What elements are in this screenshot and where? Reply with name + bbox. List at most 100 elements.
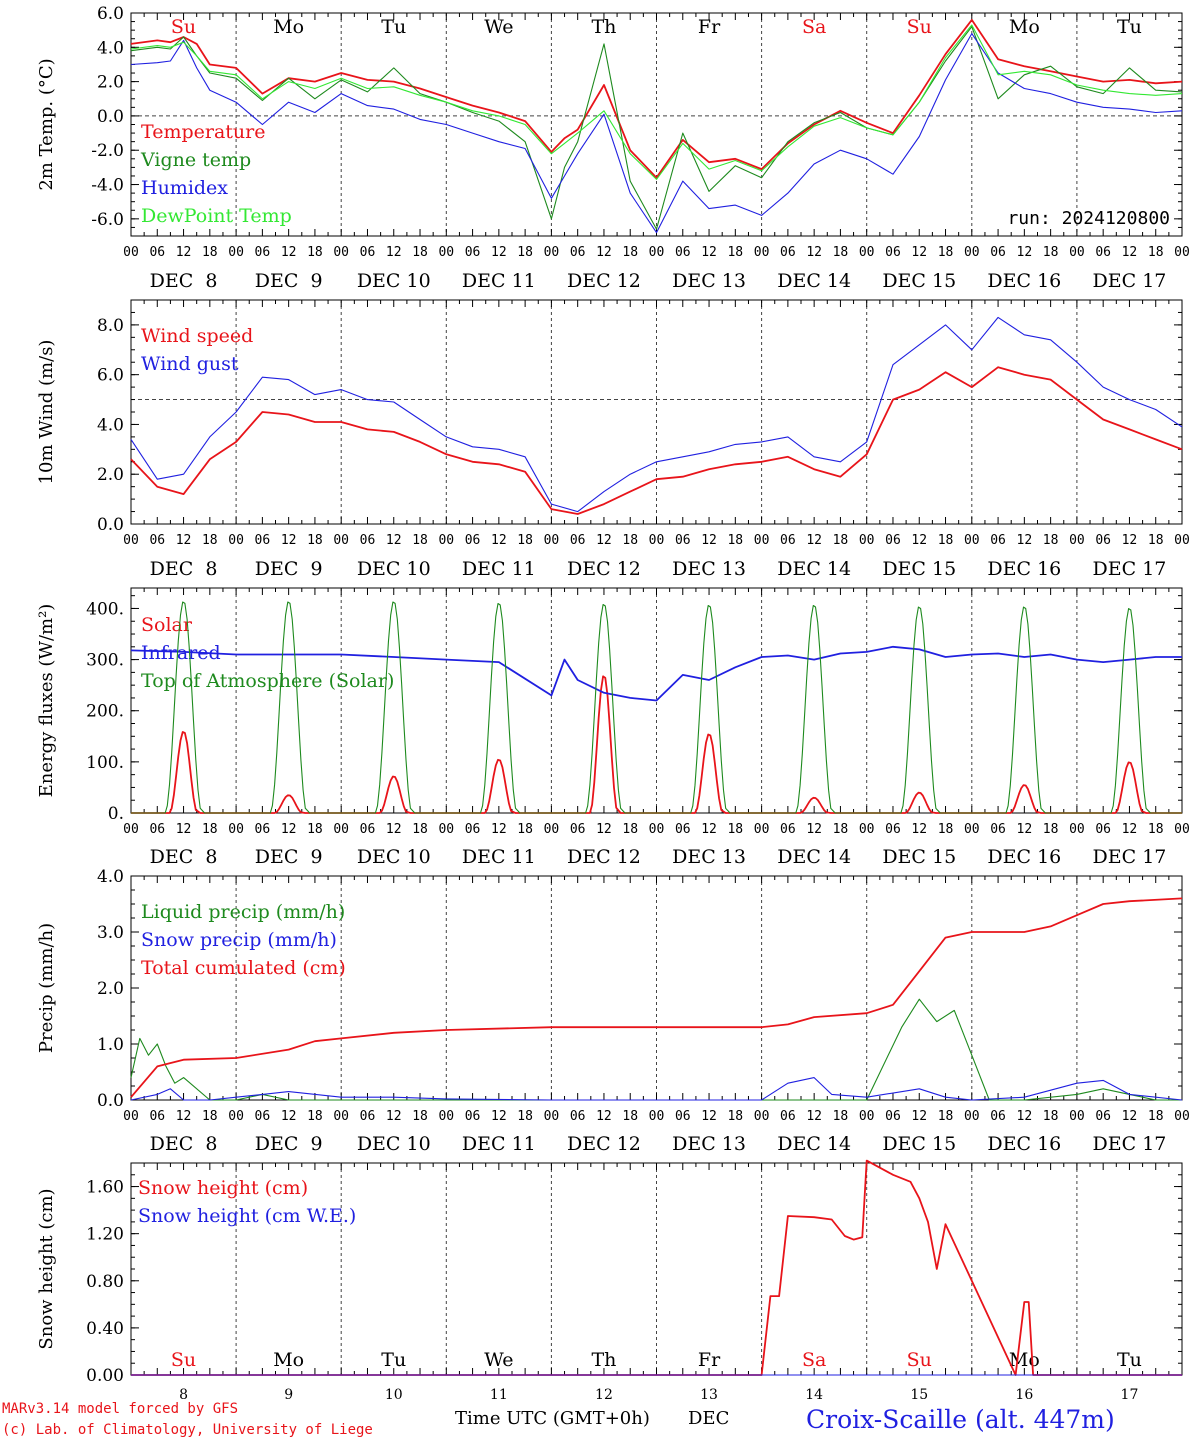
- y-axis-label: Snow height (cm): [36, 1188, 57, 1349]
- day-number-label: 10: [385, 1387, 403, 1403]
- weekday-label: Mo: [273, 16, 304, 38]
- y-tick-label: 0.: [108, 804, 124, 824]
- hour-tick-label: 00: [544, 1109, 560, 1124]
- date-label: DEC 15: [882, 270, 956, 292]
- hour-tick-label: 12: [1017, 1109, 1033, 1124]
- weekday-label: Th: [591, 16, 616, 38]
- hour-tick-label: 06: [465, 245, 481, 260]
- hour-tick-label: 12: [911, 245, 927, 260]
- hour-tick-label: 18: [202, 822, 218, 837]
- hour-tick-label: 18: [1148, 822, 1164, 837]
- hour-tick-label: 18: [727, 822, 743, 837]
- date-label: DEC 16: [987, 558, 1061, 580]
- date-label: DEC 11: [462, 1133, 536, 1155]
- hour-tick-label: 00: [754, 533, 770, 548]
- hour-tick-label: 06: [465, 822, 481, 837]
- hour-tick-label: 00: [1174, 533, 1190, 548]
- hour-tick-label: 06: [990, 822, 1006, 837]
- hour-tick-label: 12: [806, 822, 822, 837]
- hour-tick-label: 12: [806, 245, 822, 260]
- date-label: DEC 12: [567, 846, 641, 868]
- hour-tick-label: 00: [333, 822, 349, 837]
- hour-tick-label: 18: [833, 822, 849, 837]
- series-line-snow-height-cm-: [131, 1159, 1182, 1376]
- hour-tick-label: 12: [386, 245, 402, 260]
- y-tick-label: 4.0: [97, 867, 124, 887]
- hour-tick-label: 06: [255, 1109, 271, 1124]
- weekday-label: Fr: [698, 1349, 721, 1371]
- hour-tick-label: 18: [938, 245, 954, 260]
- hour-tick-label: 06: [1095, 822, 1111, 837]
- hour-tick-label: 18: [307, 533, 323, 548]
- weekday-label: Mo: [273, 1349, 304, 1371]
- legend-entry: Infrared: [141, 642, 221, 664]
- legend-entry: Snow precip (mm/h): [141, 929, 337, 951]
- hour-tick-label: 12: [806, 1109, 822, 1124]
- weekday-label: Su: [171, 1349, 196, 1371]
- date-label: DEC 16: [987, 846, 1061, 868]
- y-tick-label: 200.: [86, 702, 124, 722]
- hour-tick-label: 00: [228, 533, 244, 548]
- y-tick-label: 2.0: [97, 73, 124, 93]
- hour-tick-label: 18: [938, 533, 954, 548]
- hour-tick-label: 06: [675, 822, 691, 837]
- y-tick-label: -2.0: [91, 141, 124, 161]
- hour-tick-label: 12: [1122, 822, 1138, 837]
- hour-tick-label: 12: [491, 822, 507, 837]
- hour-tick-label: 12: [701, 533, 717, 548]
- hour-tick-label: 18: [307, 1109, 323, 1124]
- y-tick-label: 0.80: [86, 1272, 124, 1292]
- series-line-wind-gust: [130, 316, 1183, 513]
- date-label: DEC 17: [1093, 270, 1167, 292]
- hour-tick-label: 00: [123, 1109, 139, 1124]
- date-label: DEC 17: [1093, 1133, 1167, 1155]
- weekday-label: Su: [907, 1349, 932, 1371]
- hour-tick-label: 00: [228, 1109, 244, 1124]
- legend-entry: Snow height (cm): [138, 1177, 308, 1199]
- hour-tick-label: 00: [333, 245, 349, 260]
- hour-tick-label: 00: [438, 245, 454, 260]
- y-tick-label: 1.0: [97, 1035, 124, 1055]
- date-label: DEC 10: [357, 846, 431, 868]
- hour-tick-label: 18: [1148, 1109, 1164, 1124]
- series-line-wind-speed: [130, 366, 1183, 515]
- date-label: DEC 14: [777, 1133, 851, 1155]
- hour-tick-label: 06: [149, 245, 165, 260]
- day-number-label: 11: [490, 1387, 508, 1403]
- hour-tick-label: 18: [622, 822, 638, 837]
- hour-tick-label: 12: [596, 822, 612, 837]
- hour-tick-label: 18: [1043, 533, 1059, 548]
- x-axis-title: Time UTC (GMT+0h): [455, 1408, 650, 1429]
- date-label: DEC 11: [462, 846, 536, 868]
- date-label: DEC 8: [150, 558, 218, 580]
- date-label: DEC 10: [357, 1133, 431, 1155]
- date-label: DEC 14: [777, 558, 851, 580]
- hour-tick-label: 18: [727, 245, 743, 260]
- hour-tick-label: 06: [360, 1109, 376, 1124]
- date-label: DEC 8: [150, 270, 218, 292]
- weekday-label: We: [484, 1349, 513, 1371]
- date-label: DEC 9: [255, 1133, 323, 1155]
- hour-tick-label: 18: [622, 1109, 638, 1124]
- footer-model-line1: MARv3.14 model forced by GFS: [2, 1401, 238, 1417]
- y-tick-label: 6.0: [97, 366, 124, 386]
- hour-tick-label: 00: [649, 822, 665, 837]
- hour-tick-label: 18: [517, 533, 533, 548]
- series-line-vigne-temp: [130, 26, 1183, 230]
- hour-tick-label: 12: [386, 1109, 402, 1124]
- legend-entry: Solar: [141, 614, 193, 636]
- hour-tick-label: 00: [123, 533, 139, 548]
- date-label: DEC 10: [357, 558, 431, 580]
- hour-tick-label: 06: [360, 822, 376, 837]
- y-tick-label: 1.20: [86, 1225, 124, 1245]
- date-label: DEC 13: [672, 270, 746, 292]
- day-number-label: 9: [284, 1387, 293, 1403]
- weekday-label: We: [484, 16, 513, 38]
- legend-entry: Liquid precip (mm/h): [141, 901, 345, 923]
- date-label: DEC 11: [462, 270, 536, 292]
- hour-tick-label: 12: [176, 822, 192, 837]
- day-number-label: 15: [910, 1387, 928, 1403]
- y-tick-label: 2.0: [97, 465, 124, 485]
- y-axis-label: 10m Wind (m/s): [36, 340, 57, 485]
- hour-tick-label: 06: [570, 245, 586, 260]
